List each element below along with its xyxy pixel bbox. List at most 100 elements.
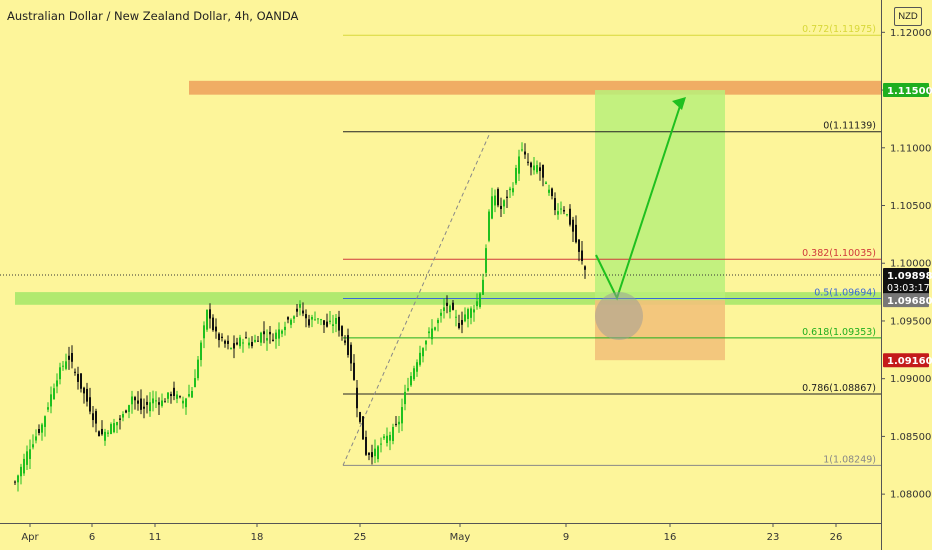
candle-body <box>551 188 553 197</box>
candle-body <box>107 432 109 434</box>
price-badge-text: 1.09160 <box>887 356 932 367</box>
candle-body <box>197 359 199 379</box>
candle-body <box>353 362 355 380</box>
candle-body <box>68 355 70 360</box>
price-tick-label: 1.12000 <box>890 28 931 39</box>
candle-body <box>443 307 445 311</box>
candle-body <box>272 339 274 342</box>
candle-body <box>215 326 217 332</box>
candles-group <box>14 142 586 492</box>
candle-body <box>377 446 379 460</box>
candle-body <box>20 466 22 477</box>
price-badge-bg <box>883 353 929 368</box>
candle-body <box>182 400 184 404</box>
time-tick-label: 25 <box>354 532 367 543</box>
candle-body <box>455 316 457 318</box>
candle-body <box>83 387 85 394</box>
candle-body <box>116 421 118 426</box>
candle-body <box>341 326 343 337</box>
candle-body <box>392 427 394 442</box>
candle-body <box>434 327 436 330</box>
candle-body <box>80 373 82 389</box>
candle-body <box>578 239 580 252</box>
candle-body <box>224 340 226 344</box>
candle-body <box>437 319 439 324</box>
candle-body <box>515 167 517 184</box>
candle-body <box>407 388 409 391</box>
currency-button[interactable]: NZD <box>894 7 922 26</box>
candle-body <box>425 340 427 345</box>
fib-label-0.382: 0.382(1.10035) <box>802 248 876 259</box>
candle-body <box>137 400 139 404</box>
candle-body <box>458 323 460 329</box>
time-tick-label: 18 <box>251 532 264 543</box>
time-tick-label: 26 <box>830 532 843 543</box>
candle-body <box>218 333 220 341</box>
fib-label-0: 0(1.11139) <box>823 121 876 132</box>
candle-body <box>134 397 136 401</box>
candle-body <box>233 343 235 349</box>
candle-body <box>563 209 565 212</box>
candle-body <box>209 309 211 319</box>
candle-body <box>41 424 43 433</box>
candle-body <box>284 326 286 331</box>
candle-body <box>527 161 529 163</box>
candle-body <box>536 165 538 173</box>
candle-body <box>503 200 505 207</box>
candle-body <box>494 195 496 206</box>
candle-body <box>281 330 283 334</box>
candle-body <box>146 401 148 405</box>
candle-body <box>506 196 508 198</box>
candle-body <box>155 400 157 402</box>
candle-body <box>29 449 31 459</box>
candle-body <box>332 324 334 326</box>
price-badge-stop: 1.09160 <box>883 353 932 368</box>
candle-body <box>266 338 268 341</box>
candle-body <box>110 424 112 435</box>
candle-body <box>167 392 169 399</box>
candle-body <box>185 398 187 408</box>
candle-body <box>26 451 28 465</box>
candle-body <box>338 316 340 331</box>
candle-body <box>386 435 388 443</box>
candle-body <box>317 318 319 320</box>
candle-body <box>518 156 520 174</box>
candle-body <box>320 319 322 321</box>
candle-body <box>323 320 325 325</box>
candle-body <box>59 367 61 380</box>
candle-body <box>293 316 295 319</box>
candle-body <box>419 352 421 365</box>
candle-body <box>491 196 493 219</box>
candle-body <box>65 361 67 369</box>
candle-body <box>566 214 568 216</box>
candle-body <box>389 435 391 441</box>
candle-body <box>251 342 253 347</box>
candle-body <box>569 208 571 225</box>
resistance-zone <box>189 80 881 95</box>
candle-body <box>404 391 406 405</box>
price-badge-bg <box>883 83 929 98</box>
candle-body <box>17 475 19 483</box>
candle-body <box>557 211 559 215</box>
candle-body <box>476 301 478 307</box>
price-tick-label: 1.09500 <box>890 316 931 327</box>
candle-body <box>50 394 52 407</box>
candle-body <box>77 373 79 382</box>
price-badge-entry: 1.09680 <box>883 293 932 308</box>
price-badge-text: 1.09898 <box>887 271 932 282</box>
candle-body <box>35 436 37 441</box>
candle-body <box>368 452 370 455</box>
candle-body <box>290 319 292 325</box>
candle-body <box>395 423 397 425</box>
price-badge-bg <box>883 293 929 308</box>
fib-label-0.786: 0.786(1.08867) <box>802 383 876 394</box>
candle-body <box>227 340 229 344</box>
candle-body <box>422 348 424 357</box>
candle-body <box>512 188 514 193</box>
candle-body <box>296 308 298 312</box>
time-tick-label: 9 <box>563 532 569 543</box>
candle-body <box>71 353 73 362</box>
candle-body <box>248 342 250 346</box>
